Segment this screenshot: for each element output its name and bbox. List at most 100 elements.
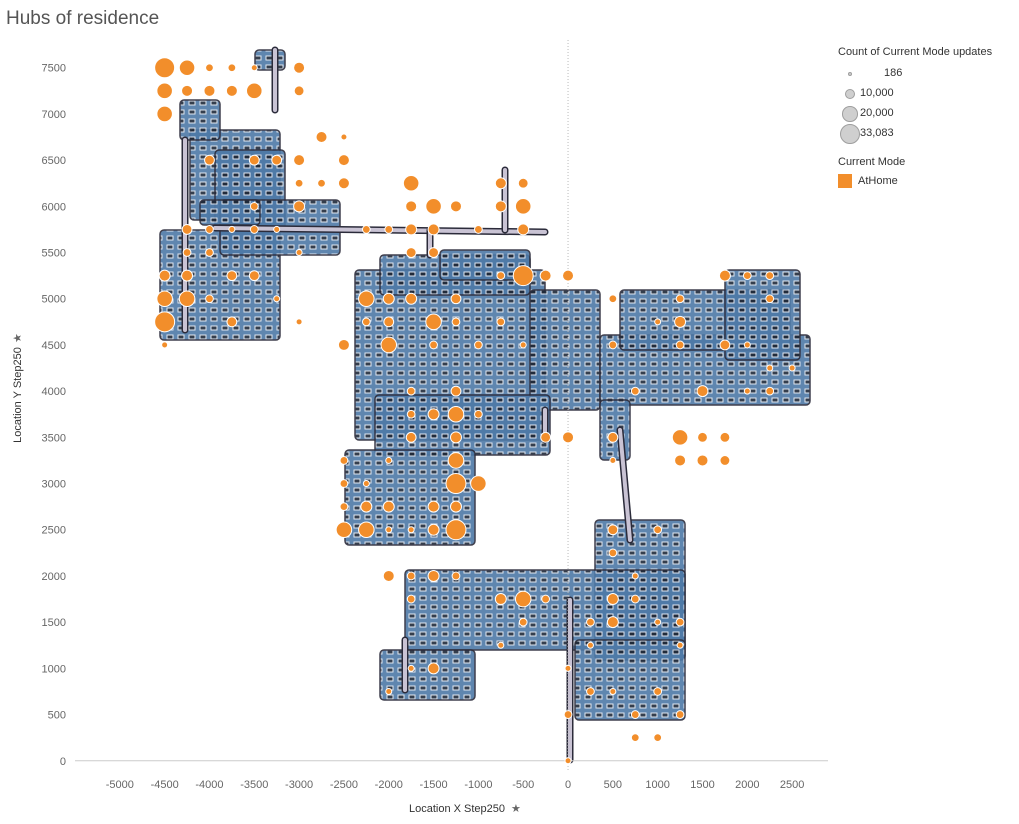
- residence-point[interactable]: [339, 479, 349, 488]
- residence-point[interactable]: [178, 290, 196, 308]
- residence-point[interactable]: [766, 364, 774, 372]
- residence-point[interactable]: [718, 269, 731, 282]
- residence-point[interactable]: [608, 548, 618, 558]
- residence-point[interactable]: [671, 429, 689, 446]
- residence-point[interactable]: [608, 340, 618, 350]
- residence-point[interactable]: [696, 454, 709, 467]
- residence-point[interactable]: [156, 105, 173, 123]
- residence-point[interactable]: [250, 64, 258, 72]
- residence-point[interactable]: [494, 200, 507, 213]
- residence-point[interactable]: [427, 523, 440, 536]
- residence-point[interactable]: [383, 316, 395, 328]
- residence-point[interactable]: [205, 63, 214, 73]
- residence-point[interactable]: [178, 59, 196, 76]
- residence-point[interactable]: [293, 200, 306, 213]
- residence-point[interactable]: [226, 270, 238, 282]
- residence-point[interactable]: [630, 594, 640, 604]
- residence-point[interactable]: [562, 431, 575, 444]
- residence-point[interactable]: [449, 500, 462, 513]
- residence-point[interactable]: [719, 431, 731, 443]
- residence-point[interactable]: [156, 290, 173, 308]
- residence-point[interactable]: [405, 200, 418, 213]
- residence-point[interactable]: [449, 431, 462, 444]
- residence-point[interactable]: [380, 336, 398, 354]
- residence-point[interactable]: [335, 521, 353, 539]
- residence-point[interactable]: [154, 311, 176, 333]
- residence-point[interactable]: [606, 616, 619, 629]
- residence-point[interactable]: [743, 341, 751, 349]
- residence-point[interactable]: [496, 271, 506, 281]
- residence-point[interactable]: [154, 57, 176, 79]
- residence-point[interactable]: [517, 177, 529, 189]
- residence-point[interactable]: [362, 480, 370, 488]
- residence-point[interactable]: [608, 294, 618, 304]
- residence-point[interactable]: [385, 456, 393, 464]
- residence-point[interactable]: [337, 338, 350, 351]
- residence-point[interactable]: [248, 154, 260, 166]
- residence-point[interactable]: [182, 248, 192, 257]
- residence-point[interactable]: [271, 154, 283, 166]
- residence-point[interactable]: [427, 662, 440, 675]
- residence-point[interactable]: [181, 84, 194, 97]
- residence-point[interactable]: [161, 341, 169, 349]
- residence-point[interactable]: [273, 295, 281, 303]
- residence-point[interactable]: [293, 61, 306, 74]
- residence-point[interactable]: [539, 269, 552, 282]
- residence-point[interactable]: [429, 340, 438, 350]
- residence-point[interactable]: [425, 198, 442, 215]
- residence-point[interactable]: [181, 224, 193, 235]
- residence-point[interactable]: [630, 710, 640, 719]
- residence-point[interactable]: [450, 385, 462, 397]
- residence-point[interactable]: [609, 687, 617, 695]
- residence-point[interactable]: [315, 131, 328, 144]
- residence-point[interactable]: [494, 593, 507, 606]
- residence-point[interactable]: [514, 590, 532, 608]
- residence-point[interactable]: [428, 247, 439, 258]
- residence-point[interactable]: [540, 431, 552, 443]
- residence-point[interactable]: [517, 223, 530, 236]
- residence-point[interactable]: [630, 386, 640, 396]
- residence-point[interactable]: [675, 710, 685, 719]
- residence-point[interactable]: [474, 225, 483, 234]
- residence-point[interactable]: [246, 82, 263, 100]
- residence-point[interactable]: [384, 225, 394, 234]
- residence-point[interactable]: [450, 293, 462, 305]
- residence-point[interactable]: [225, 84, 238, 97]
- residence-point[interactable]: [294, 178, 304, 188]
- residence-point[interactable]: [719, 339, 731, 351]
- residence-point[interactable]: [496, 317, 506, 327]
- residence-point[interactable]: [248, 270, 260, 282]
- residence-point[interactable]: [227, 63, 237, 73]
- residence-point[interactable]: [445, 519, 467, 541]
- residence-point[interactable]: [228, 225, 236, 233]
- residence-point[interactable]: [445, 473, 467, 495]
- residence-point[interactable]: [293, 154, 306, 167]
- residence-point[interactable]: [427, 408, 440, 421]
- residence-point[interactable]: [249, 225, 259, 234]
- residence-point[interactable]: [427, 500, 440, 513]
- residence-point[interactable]: [675, 617, 685, 627]
- residence-point[interactable]: [586, 641, 594, 649]
- residence-point[interactable]: [697, 431, 708, 443]
- residence-point[interactable]: [788, 364, 796, 372]
- residence-point[interactable]: [676, 641, 684, 649]
- residence-point[interactable]: [337, 177, 350, 190]
- residence-point[interactable]: [719, 455, 731, 466]
- residence-point[interactable]: [181, 269, 194, 282]
- residence-point[interactable]: [405, 292, 418, 305]
- residence-point[interactable]: [743, 387, 751, 395]
- x-axis-pin-icon[interactable]: ★: [511, 803, 521, 815]
- residence-point[interactable]: [497, 641, 505, 649]
- residence-point[interactable]: [337, 154, 350, 167]
- residence-point[interactable]: [447, 405, 465, 423]
- residence-point[interactable]: [606, 593, 619, 606]
- residence-point[interactable]: [765, 271, 775, 281]
- residence-point[interactable]: [451, 317, 461, 327]
- y-axis-pin-icon[interactable]: ★: [12, 333, 24, 343]
- residence-point[interactable]: [607, 524, 619, 536]
- residence-point[interactable]: [586, 687, 595, 696]
- residence-point[interactable]: [358, 290, 375, 308]
- residence-point[interactable]: [385, 526, 393, 534]
- residence-point[interactable]: [586, 617, 595, 627]
- residence-point[interactable]: [541, 594, 551, 604]
